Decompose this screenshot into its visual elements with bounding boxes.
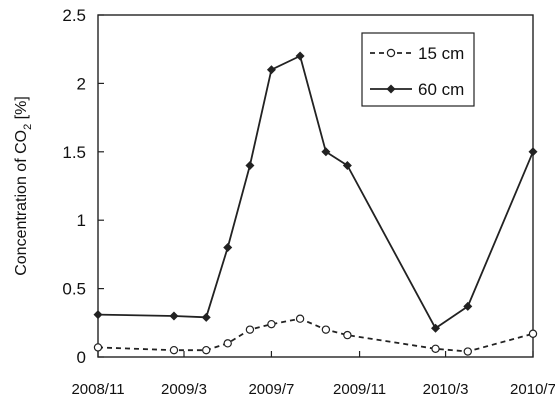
legend-label-60cm: 60 cm [418, 80, 464, 99]
data-point-60cm [93, 310, 103, 320]
y-tick-label: 2.5 [62, 6, 86, 25]
data-point-60cm [201, 312, 211, 322]
data-point-60cm [223, 243, 233, 253]
data-point-15cm [321, 325, 331, 334]
legend-marker-60cm [386, 84, 396, 94]
data-point-15cm [431, 344, 440, 353]
data-point-15cm [463, 347, 472, 356]
legend-marker-15cm [386, 48, 396, 58]
data-point-15cm [202, 345, 211, 355]
data-point-60cm [431, 323, 441, 333]
data-point-15cm [343, 330, 352, 340]
data-point-60cm [169, 311, 179, 321]
data-point-15cm [267, 319, 276, 329]
data-point-60cm [245, 160, 255, 170]
legend-label-15cm: 15 cm [418, 44, 464, 63]
y-tick-label: 0.5 [62, 280, 86, 299]
data-point-60cm [321, 147, 331, 157]
x-tick-label: 2010/7 [510, 381, 555, 398]
data-point-15cm [295, 314, 305, 323]
x-tick-label: 2009/11 [333, 381, 386, 398]
data-point-60cm [295, 51, 305, 61]
data-point-15cm [528, 329, 538, 338]
data-point-60cm [342, 160, 352, 170]
data-point-15cm [223, 339, 232, 348]
legend: 15 cm 60 cm [361, 32, 475, 107]
data-point-60cm [463, 301, 473, 311]
y-axis-label: Concentration of CO2 [%] [13, 96, 34, 276]
y-axis: 0 0.5 1 1.5 2 2.5 [62, 6, 104, 367]
y-tick-label: 1.5 [62, 143, 86, 162]
data-point-15cm [245, 325, 255, 334]
x-tick-label: 2010/3 [423, 381, 469, 398]
x-tick-label: 2009/7 [248, 381, 294, 398]
data-point-15cm [93, 343, 103, 352]
series-layer [93, 51, 538, 356]
series-line-15cm [97, 317, 534, 353]
legend-box [361, 32, 475, 107]
plot-area-frame [97, 14, 534, 358]
y-tick-label: 0 [77, 348, 86, 367]
data-point-60cm [528, 147, 538, 157]
y-tick-label: 1 [77, 211, 86, 230]
data-point-15cm [169, 345, 179, 355]
x-axis: 2008/11 2009/3 2009/7 2009/11 2010/3 2010/7 [71, 351, 555, 398]
series-line-60cm [97, 55, 534, 330]
x-tick-label: 2009/3 [161, 381, 207, 398]
data-point-60cm [266, 65, 276, 75]
y-tick-label: 2 [77, 74, 86, 93]
x-tick-label: 2008/11 [71, 381, 124, 398]
